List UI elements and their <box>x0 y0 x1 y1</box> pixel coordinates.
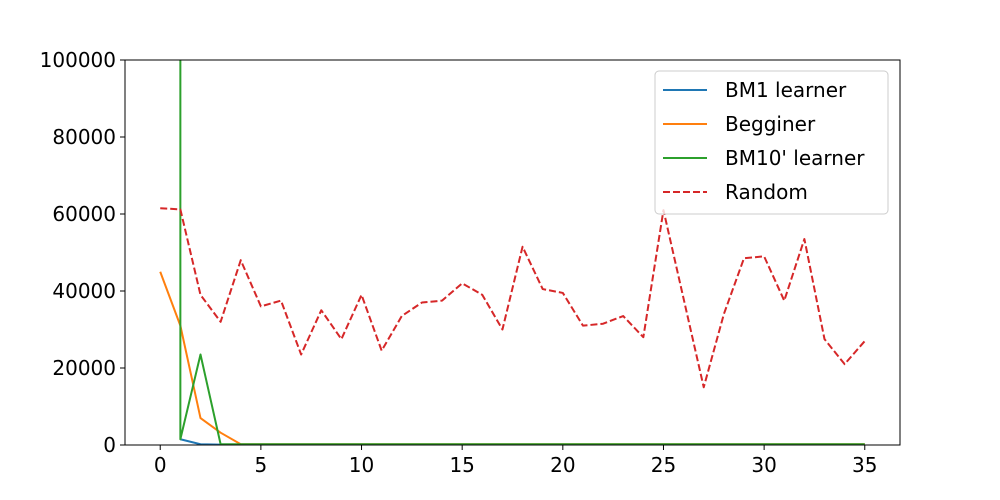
legend-label-2: BM10' learner <box>725 146 865 170</box>
legend-label-3: Random <box>725 180 808 204</box>
y-tick-label: 20000 <box>52 356 116 380</box>
axis-layer: 0 5 10 15 20 25 30 35 0 20000 40000 60000 80000 10000… <box>40 48 878 477</box>
x-tick-label: 10 <box>349 453 374 477</box>
y-tick-label: 0 <box>103 433 116 457</box>
x-tick-label: 35 <box>852 453 877 477</box>
y-tick-label: 60000 <box>52 202 116 226</box>
legend-label-0: BM1 learner <box>725 78 847 102</box>
series-line-3 <box>160 207 866 389</box>
x-tick-label: 25 <box>651 453 676 477</box>
plot-frame <box>124 59 901 446</box>
series-line-2 <box>179 60 865 445</box>
x-tick-label: 20 <box>550 453 575 477</box>
x-tick-label: 0 <box>154 453 167 477</box>
legend-label-1: Begginer <box>725 112 816 136</box>
y-tick-label: 100000 <box>40 48 116 72</box>
legend: BM1 learner Begginer BM10' learner Random <box>654 70 889 215</box>
legend-box <box>654 70 889 215</box>
y-tick-label: 40000 <box>52 279 116 303</box>
y-tick-label: 80000 <box>52 125 116 149</box>
x-tick-label: 30 <box>751 453 776 477</box>
x-tick-label: 15 <box>449 453 474 477</box>
x-tick-label: 5 <box>255 453 268 477</box>
